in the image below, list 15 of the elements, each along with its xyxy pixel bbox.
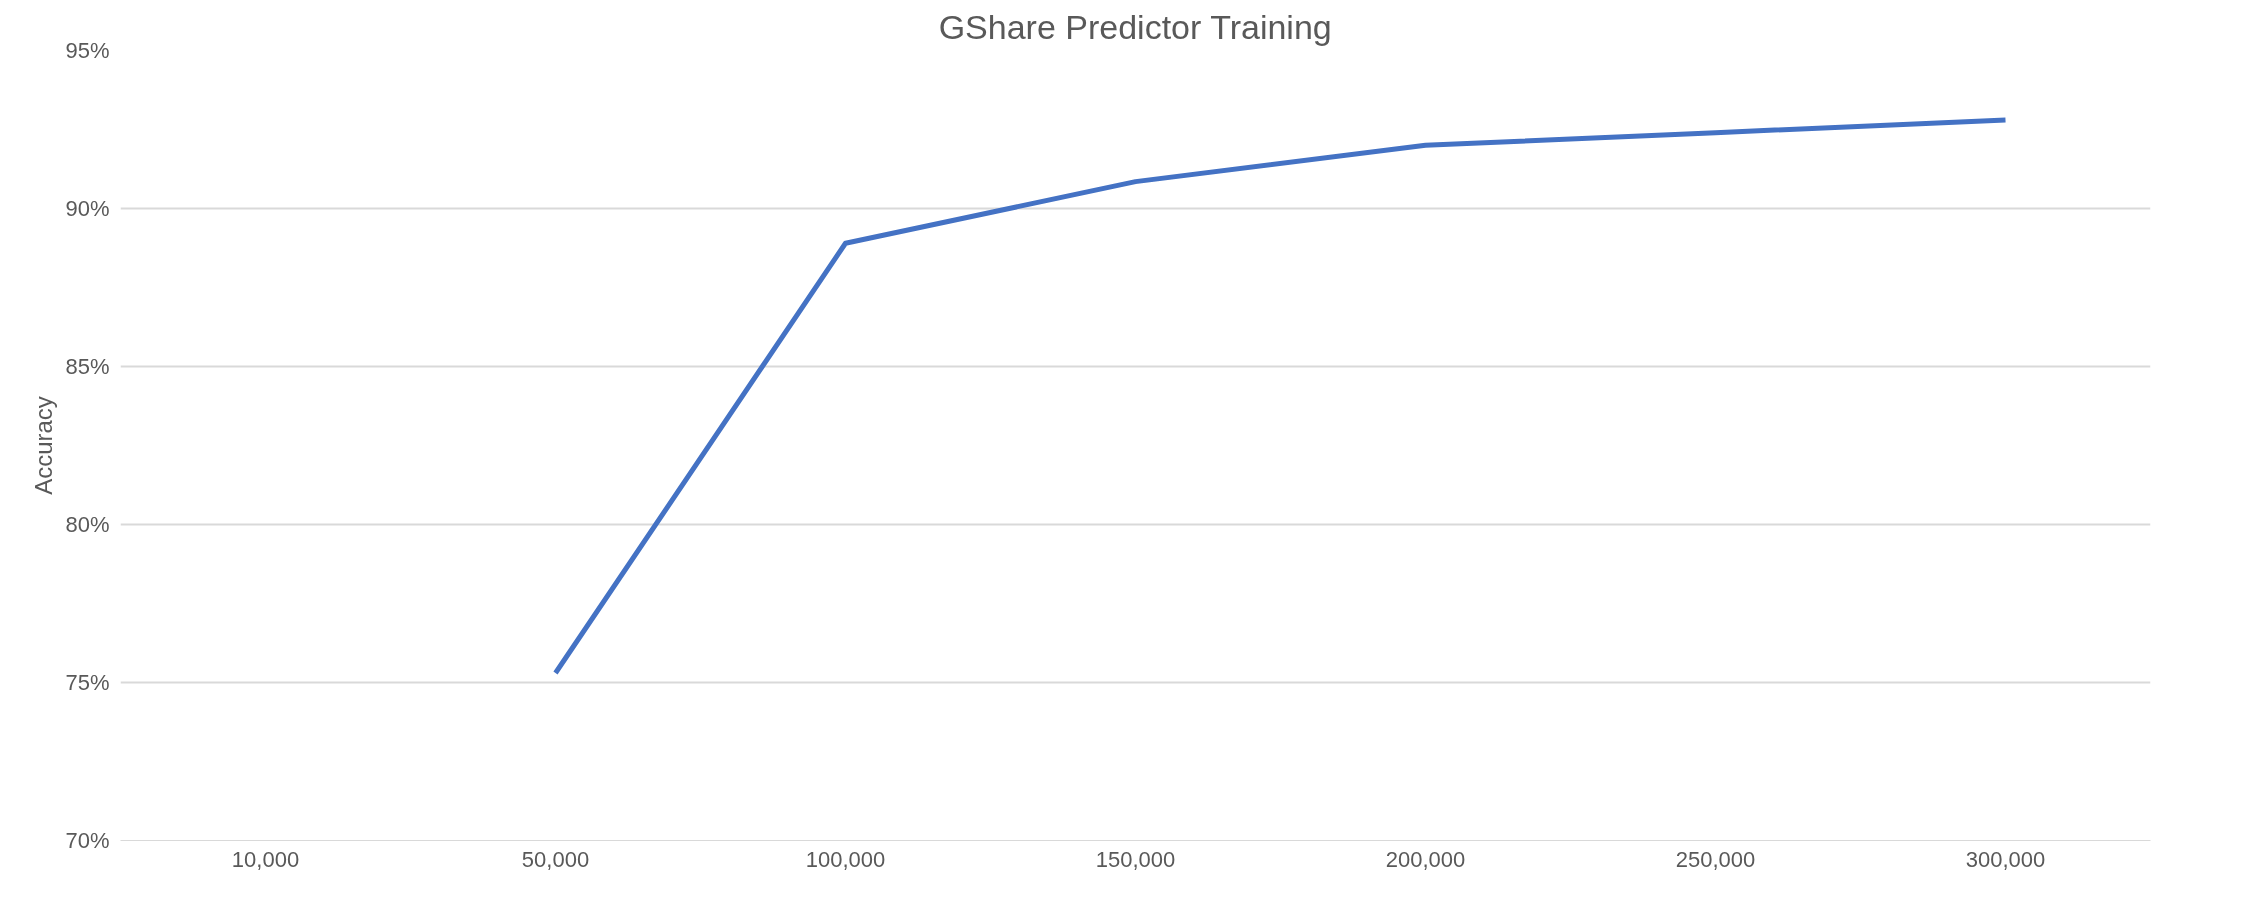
y-tick-label: 75% <box>65 670 110 695</box>
x-tick-label: 150,000 <box>1095 846 1176 872</box>
y-tick-label: 70% <box>65 828 110 853</box>
x-tick-label: 10,000 <box>231 846 300 872</box>
chart-title: GShare Predictor Training <box>938 7 1332 46</box>
x-tick-label: 300,000 <box>1965 846 2046 872</box>
y-tick-label: 80% <box>65 512 110 537</box>
x-tick-label: 200,000 <box>1385 846 1466 872</box>
x-tick-label: 100,000 <box>805 846 886 872</box>
y-axis-title: Accuracy <box>30 396 58 495</box>
x-tick-label: 250,000 <box>1675 846 1756 872</box>
x-tick-label: 50,000 <box>521 846 590 872</box>
y-tick-label: 85% <box>65 354 110 379</box>
y-tick-label: 90% <box>65 196 110 221</box>
y-tick-label: 95% <box>65 38 110 63</box>
